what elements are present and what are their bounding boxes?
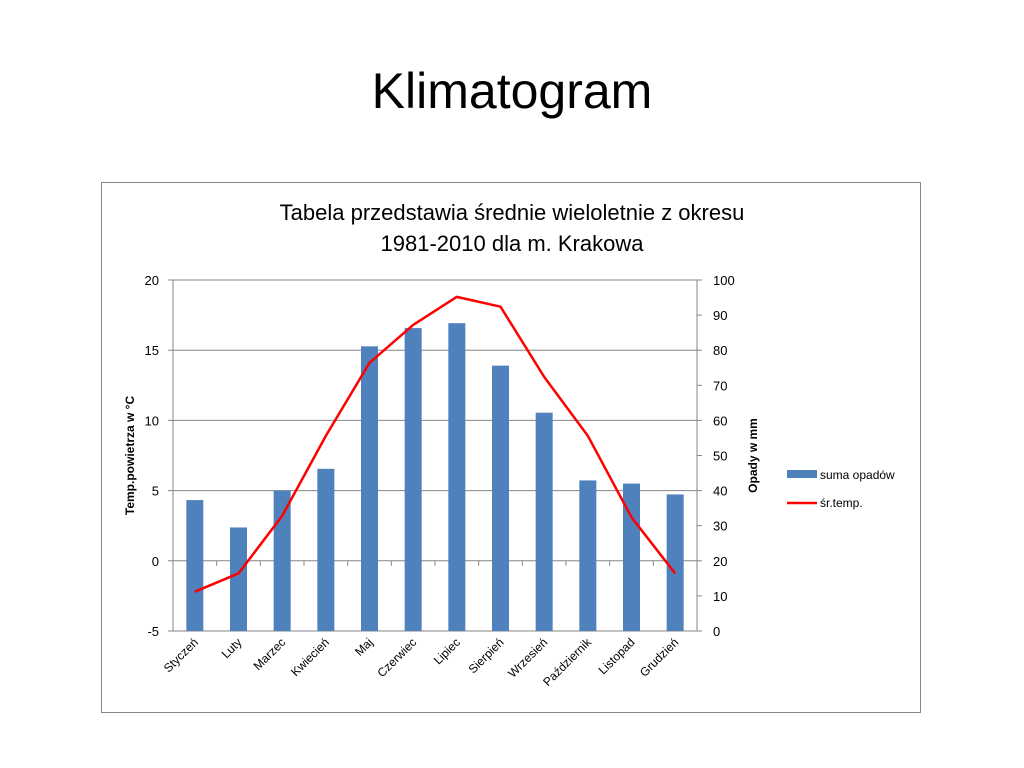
chart-frame xyxy=(101,182,921,713)
x-tick-label: Wrzesień xyxy=(505,635,550,680)
slide-title: Klimatogram xyxy=(371,63,653,119)
y-tick-label: 20 xyxy=(145,273,159,288)
bar-Listopad xyxy=(623,483,640,631)
bar-Październik xyxy=(579,480,597,631)
y-tick-label: 10 xyxy=(145,413,159,428)
y-tick-label: 0 xyxy=(152,554,159,569)
bar-Luty xyxy=(230,527,247,631)
x-tick-label: Styczeń xyxy=(161,635,201,675)
x-tick-label: Sierpień xyxy=(466,635,507,676)
x-tick-label: Marzec xyxy=(251,635,289,673)
y-tick-label: 15 xyxy=(145,343,159,358)
y-right-tick-label: 20 xyxy=(713,554,727,569)
y-right-tick-label: 50 xyxy=(713,449,727,464)
y-right-axis-title: Opady w mm xyxy=(746,418,760,493)
y-right-tick-label: 90 xyxy=(713,308,727,323)
x-tick-label: Luty xyxy=(219,635,245,661)
bar-Sierpień xyxy=(492,365,509,631)
y-right-tick-label: 70 xyxy=(713,378,727,393)
temperature-line xyxy=(194,295,677,593)
y-right-tick-label: 100 xyxy=(713,273,735,288)
legend-bar-swatch xyxy=(787,470,817,478)
y-right-tick-label: 80 xyxy=(713,343,727,358)
x-tick-label: Listopad xyxy=(596,635,638,677)
chart-title: 1981-2010 dla m. Krakowa xyxy=(381,231,645,256)
bar-Wrzesień xyxy=(535,412,553,631)
y-tick-label: 5 xyxy=(152,484,159,499)
y-right-tick-label: 60 xyxy=(713,413,727,428)
bar-Czerwiec xyxy=(404,328,422,631)
y-right-tick-label: 0 xyxy=(713,624,720,639)
x-tick-label: Czerwiec xyxy=(374,635,419,680)
y-right-tick-label: 30 xyxy=(713,519,727,534)
chart-title: Tabela przedstawia średnie wieloletnie z… xyxy=(280,200,745,225)
bar-Styczeń xyxy=(186,500,204,631)
y-right-tick-label: 10 xyxy=(713,589,727,604)
legend-label: śr.temp. xyxy=(820,496,863,510)
bar-Kwiecień xyxy=(317,468,335,631)
bar-Maj xyxy=(361,346,378,631)
x-tick-label: Październik xyxy=(540,635,594,689)
y-tick-label: -5 xyxy=(147,624,159,639)
x-tick-label: Grudzień xyxy=(637,635,681,679)
bar-Grudzień xyxy=(666,494,684,631)
legend-label: suma opadów xyxy=(820,468,895,482)
y-right-tick-label: 40 xyxy=(713,484,727,499)
x-tick-label: Kwiecień xyxy=(288,635,332,679)
y-axis-title: Temp.powietrza w °C xyxy=(123,396,137,516)
bar-Lipiec xyxy=(448,323,466,631)
x-tick-label: Maj xyxy=(352,635,376,659)
bar-Marzec xyxy=(273,490,291,631)
x-tick-label: Lipiec xyxy=(431,635,463,667)
